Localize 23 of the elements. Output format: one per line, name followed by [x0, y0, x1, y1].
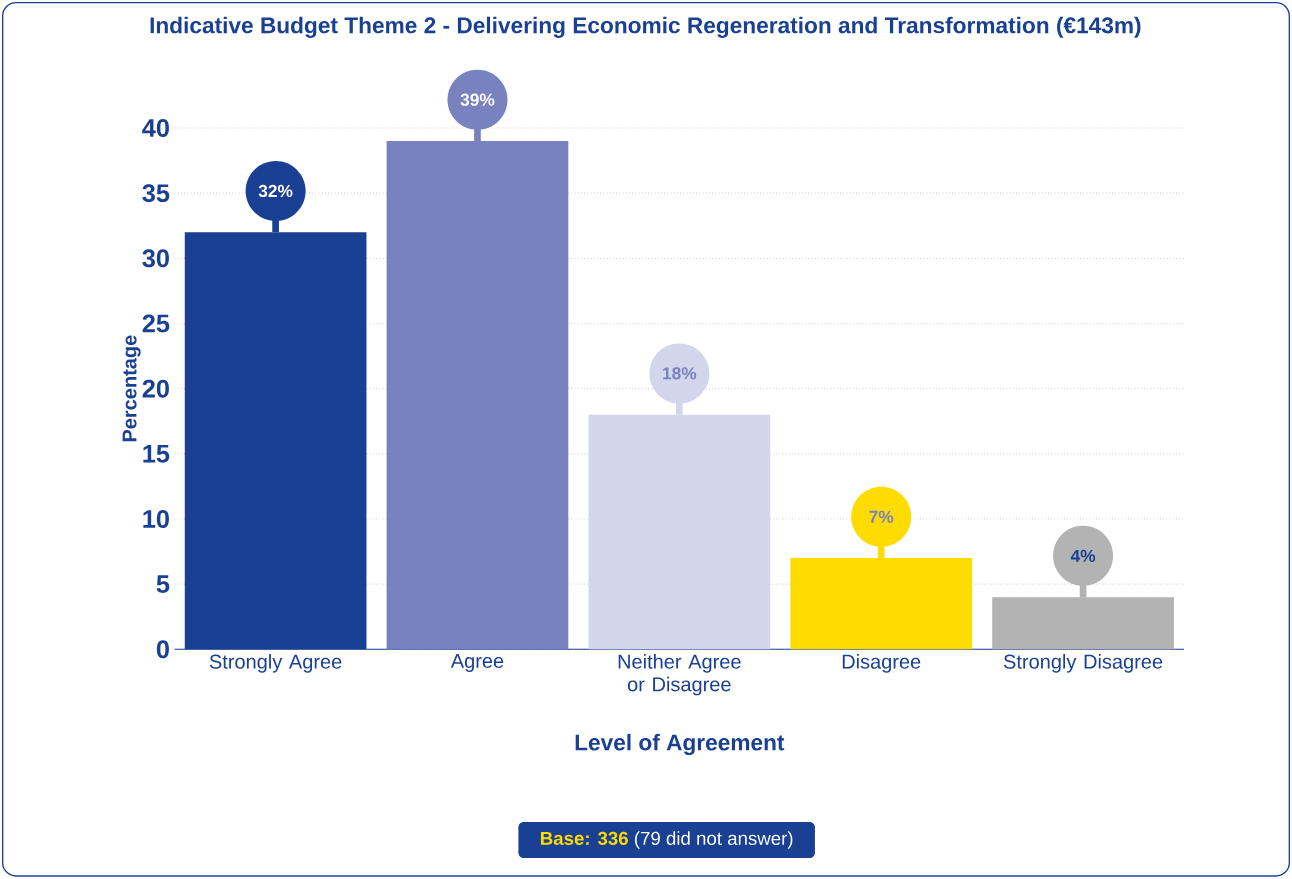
data-label: 18%	[663, 367, 697, 380]
y-tick-label: 30	[142, 249, 169, 268]
x-tick-label: Strongly Disagree	[1003, 654, 1163, 673]
data-label: 7%	[869, 510, 894, 524]
x-tick-label: Disagree	[842, 654, 921, 673]
y-tick-label: 25	[142, 314, 170, 333]
y-tick-label: 5	[156, 575, 170, 594]
x-tick-label: Agree	[450, 654, 504, 673]
x-axis-title: Level of Agreement	[575, 734, 785, 756]
data-label: 4%	[1070, 549, 1096, 563]
y-axis-title: Percentage	[122, 335, 141, 442]
y-tick-label: 35	[142, 184, 170, 203]
y-tick-label: 15	[143, 445, 170, 463]
data-label: 32%	[258, 184, 293, 198]
chart-title: Indicative Budget Theme 2 - Delivering Economic Regeneration and Transformation (€143m)	[150, 16, 1141, 39]
y-tick-label: 10	[143, 510, 169, 529]
y-tick-label: 20	[142, 379, 169, 398]
x-tick-label: Strongly Agree	[209, 654, 342, 673]
text: Base: 336 (79 did not answer)	[540, 831, 793, 849]
y-tick-label: 40	[142, 119, 169, 138]
data-label: 39%	[460, 93, 495, 107]
x-tick-label: Neither Agree or Disagree	[618, 654, 741, 696]
y-tick-label: 0	[156, 640, 169, 659]
